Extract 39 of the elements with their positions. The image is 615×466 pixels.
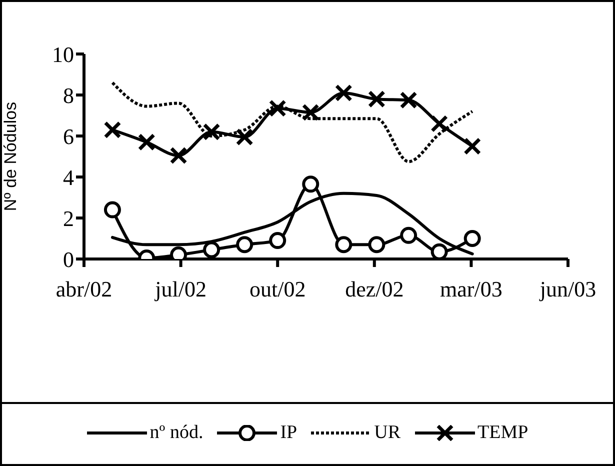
legend-label: nº nód.	[150, 422, 204, 444]
y-tick-label: 10	[52, 42, 74, 67]
x-tick-label: abr/02	[56, 276, 112, 302]
legend-label: IP	[280, 422, 298, 444]
y-axis-title: Nº de Nódulos	[1, 102, 20, 212]
point	[302, 104, 320, 122]
point	[202, 123, 220, 141]
point	[104, 201, 121, 218]
y-tick-label: 8	[63, 82, 74, 108]
point	[464, 138, 482, 155]
x-tick-label: jun/03	[538, 276, 596, 302]
point	[430, 114, 448, 132]
point	[203, 241, 220, 258]
x-tick-label: mar/03	[440, 276, 502, 302]
point	[138, 133, 156, 151]
point	[464, 230, 481, 247]
point	[269, 232, 286, 250]
point	[400, 226, 418, 244]
legend-label: UR	[374, 422, 401, 444]
point	[368, 236, 386, 254]
x-tick-label: out/02	[249, 276, 306, 302]
point	[302, 176, 320, 193]
point	[335, 236, 352, 254]
x-tick-label: jul/02	[154, 276, 206, 302]
point	[430, 243, 448, 259]
y-tick-label: 4	[63, 164, 74, 190]
point	[236, 128, 254, 146]
point	[400, 91, 418, 109]
y-tick-label: 0	[63, 246, 74, 272]
x-tick-label: dez/02	[345, 276, 404, 302]
legend-label: TEMP	[478, 422, 528, 444]
y-tick-label: 2	[63, 206, 74, 231]
point	[170, 146, 188, 164]
point	[104, 121, 122, 139]
point	[268, 100, 286, 118]
y-tick-label: 6	[63, 124, 74, 149]
point	[334, 84, 352, 102]
point	[368, 90, 386, 108]
point	[236, 236, 254, 254]
